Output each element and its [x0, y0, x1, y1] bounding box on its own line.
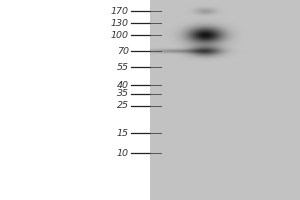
- Text: 10: 10: [117, 148, 129, 158]
- Text: 40: 40: [117, 81, 129, 90]
- Text: 130: 130: [111, 19, 129, 27]
- Text: 170: 170: [111, 6, 129, 16]
- Text: 25: 25: [117, 102, 129, 110]
- Text: 35: 35: [117, 90, 129, 98]
- Text: 100: 100: [111, 30, 129, 40]
- Bar: [150, 0, 300, 200]
- Bar: [0, 0, 150, 200]
- Text: 55: 55: [117, 62, 129, 72]
- Text: 15: 15: [117, 129, 129, 138]
- Text: 70: 70: [117, 46, 129, 55]
